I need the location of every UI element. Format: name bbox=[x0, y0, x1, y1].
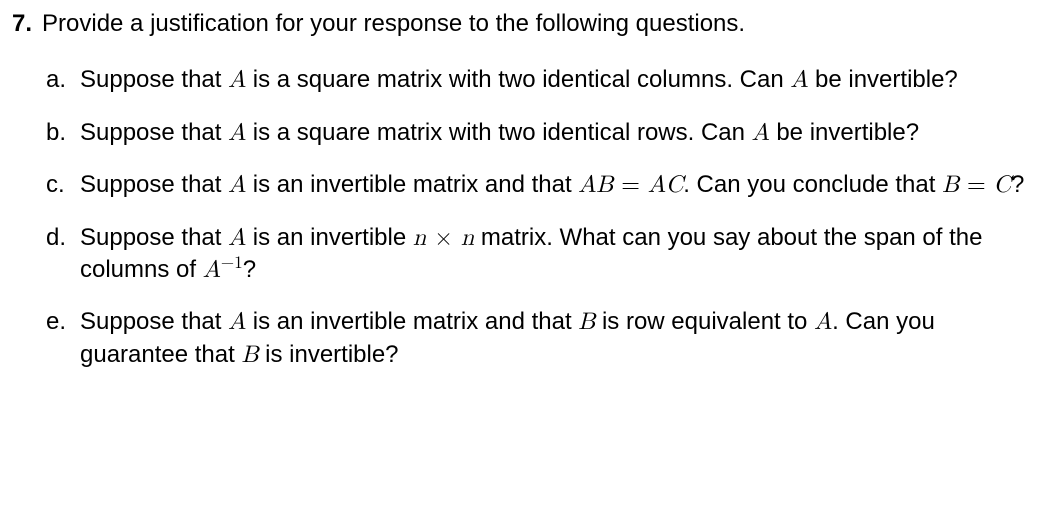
text-fragment: is a square matrix with two identical ro… bbox=[246, 119, 752, 146]
math-var: A bbox=[752, 121, 770, 145]
math-op: = bbox=[959, 173, 994, 197]
math-var: A bbox=[790, 68, 808, 92]
math-var: AB bbox=[578, 173, 613, 197]
math-var: B bbox=[241, 343, 258, 367]
text-fragment: is row equivalent to bbox=[595, 308, 814, 335]
subquestion-list: a. Suppose that A is a square matrix wit… bbox=[12, 64, 1029, 371]
subquestion-e: e. Suppose that A is an invertible matri… bbox=[46, 306, 1029, 371]
text-fragment: . Can you conclude that bbox=[683, 171, 942, 198]
subquestion-content: Suppose that A is an invertible n × n ma… bbox=[80, 222, 1029, 287]
math-var: A bbox=[228, 173, 246, 197]
subquestion-marker: c. bbox=[46, 169, 80, 201]
math-superscript-one: 1 bbox=[234, 255, 243, 272]
subquestion-d: d. Suppose that A is an invertible n × n… bbox=[46, 222, 1029, 287]
text-fragment: be invertible? bbox=[808, 66, 957, 93]
question-number: 7. bbox=[12, 8, 32, 40]
text-fragment: Suppose that bbox=[80, 66, 228, 93]
subquestion-b: b. Suppose that A is a square matrix wit… bbox=[46, 117, 1029, 149]
math-var: A bbox=[228, 310, 246, 334]
text-fragment: is an invertible matrix and that bbox=[246, 171, 578, 198]
text-fragment: is a square matrix with two identical co… bbox=[246, 66, 790, 93]
subquestion-a: a. Suppose that A is a square matrix wit… bbox=[46, 64, 1029, 96]
subquestion-content: Suppose that A is a square matrix with t… bbox=[80, 117, 1029, 149]
text-fragment: Suppose that bbox=[80, 308, 228, 335]
question-7: 7. Provide a justification for your resp… bbox=[12, 8, 1029, 40]
text-fragment: is invertible? bbox=[258, 341, 398, 368]
math-op: × bbox=[426, 226, 461, 250]
math-op: = bbox=[613, 173, 648, 197]
text-fragment: be invertible? bbox=[770, 119, 919, 146]
subquestion-content: Suppose that A is a square matrix with t… bbox=[80, 64, 1029, 96]
text-fragment: ? bbox=[1011, 171, 1024, 198]
subquestion-marker: a. bbox=[46, 64, 80, 96]
math-var: B bbox=[942, 173, 959, 197]
math-var: B bbox=[578, 310, 595, 334]
text-fragment: is an invertible bbox=[246, 224, 413, 251]
text-fragment: Suppose that bbox=[80, 171, 228, 198]
math-var: A bbox=[228, 121, 246, 145]
math-var: n bbox=[461, 226, 474, 250]
subquestion-c: c. Suppose that A is an invertible matri… bbox=[46, 169, 1029, 201]
subquestion-content: Suppose that A is an invertible matrix a… bbox=[80, 306, 1029, 371]
subquestion-marker: b. bbox=[46, 117, 80, 149]
math-var: A bbox=[228, 226, 246, 250]
math-var: AC bbox=[648, 173, 683, 197]
text-fragment: Suppose that bbox=[80, 224, 228, 251]
math-var: C bbox=[994, 173, 1011, 197]
math-var: A bbox=[228, 68, 246, 92]
text-fragment: is an invertible matrix and that bbox=[246, 308, 578, 335]
subquestion-marker: e. bbox=[46, 306, 80, 338]
text-fragment: ? bbox=[243, 256, 256, 283]
math-var: n bbox=[413, 226, 426, 250]
math-var: A bbox=[203, 258, 221, 282]
math-var: A bbox=[814, 310, 832, 334]
subquestion-content: Suppose that A is an invertible matrix a… bbox=[80, 169, 1029, 201]
subquestion-marker: d. bbox=[46, 222, 80, 254]
question-prompt: Provide a justification for your respons… bbox=[42, 8, 745, 40]
math-superscript-minus: − bbox=[221, 255, 234, 272]
text-fragment: Suppose that bbox=[80, 119, 228, 146]
